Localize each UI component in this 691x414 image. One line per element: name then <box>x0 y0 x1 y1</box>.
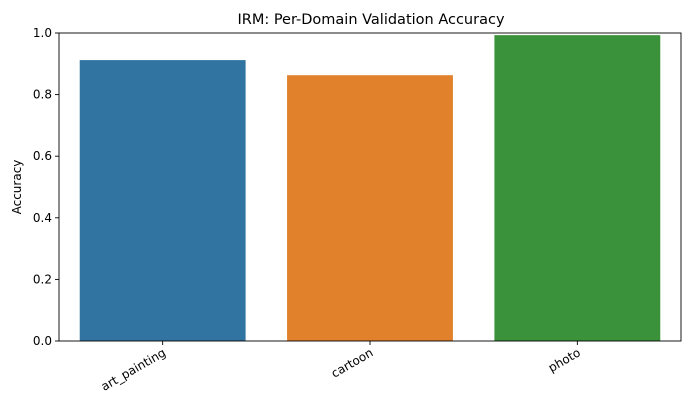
y-tick-label: 0.2 <box>33 272 52 286</box>
x-tick-label: cartoon <box>329 345 376 380</box>
y-tick-label: 1.0 <box>33 26 52 40</box>
bar-photo <box>494 35 661 341</box>
bar-art-painting <box>79 60 246 341</box>
bar-cartoon <box>287 75 453 342</box>
x-tick-label: art_painting <box>99 345 169 393</box>
x-tick-label: photo <box>546 345 583 374</box>
y-tick-label: 0.8 <box>33 88 52 102</box>
chart-title: IRM: Per-Domain Validation Accuracy <box>237 12 504 28</box>
bars-group <box>79 35 661 342</box>
y-tick-label: 0.0 <box>33 334 52 348</box>
y-tick-label: 0.4 <box>33 211 52 225</box>
y-tick-label: 0.6 <box>33 149 52 163</box>
y-axis-label: Accuracy <box>10 160 24 215</box>
